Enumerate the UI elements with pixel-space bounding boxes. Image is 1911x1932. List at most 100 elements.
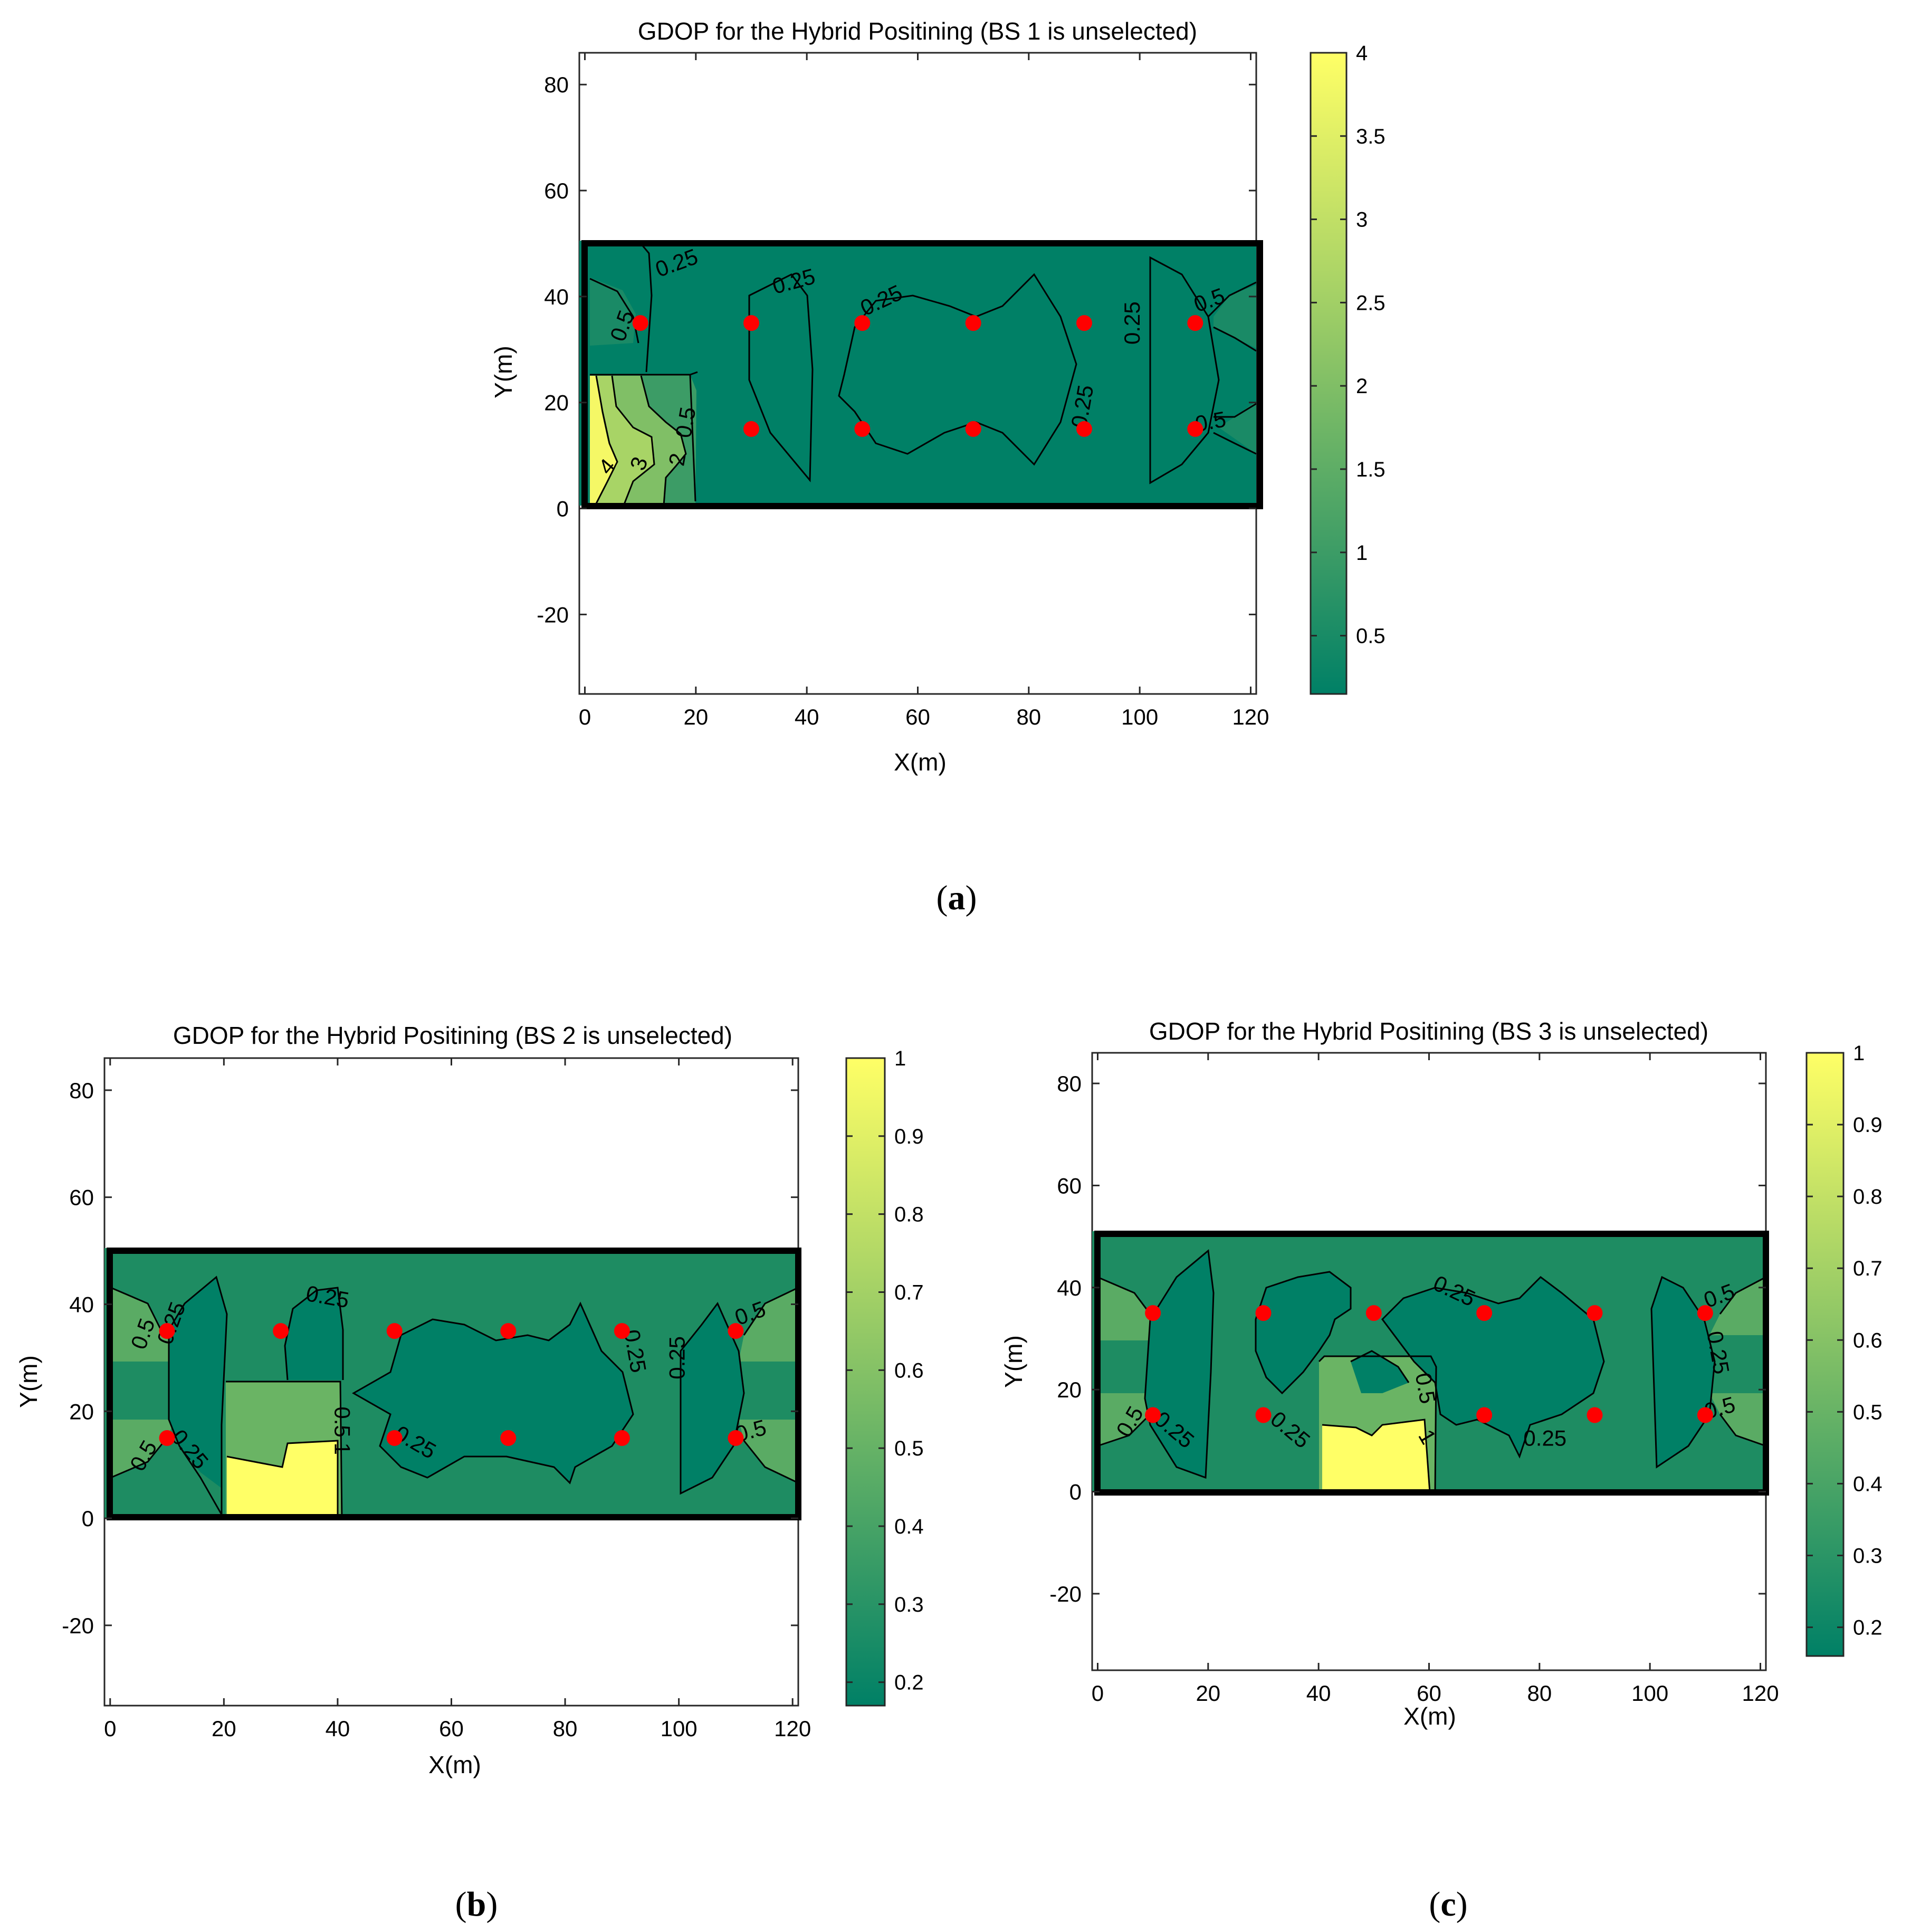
chart-title: GDOP for the Hybrid Positining (BS 2 is … — [173, 1022, 732, 1049]
colorbar-tick-label: 0.5 — [894, 1437, 924, 1460]
region-inner-center — [1382, 1277, 1604, 1457]
contour-lines — [110, 1276, 798, 1518]
colorbar-tick-label: 0.9 — [1853, 1113, 1883, 1137]
region-right-bottom — [1709, 1393, 1766, 1446]
region-left-top — [1097, 1277, 1161, 1340]
colorbar-tick-label: 0.5 — [1853, 1401, 1883, 1424]
base-station-marker — [273, 1323, 289, 1339]
region-inner-left — [1145, 1251, 1214, 1478]
base-station-marker — [614, 1323, 630, 1339]
base-station-marker — [1145, 1305, 1161, 1321]
base-station-marker — [1476, 1407, 1493, 1423]
y-tick-label: 40 — [544, 284, 569, 309]
y-axis-label: Y(m) — [490, 346, 517, 398]
region-border — [1094, 1231, 1769, 1496]
contour-label: 0.5 — [330, 1406, 355, 1437]
colorbar — [1805, 1052, 1845, 1657]
base-station-marker — [1076, 421, 1092, 437]
colorbar-tick-label: 0.6 — [1853, 1329, 1883, 1352]
x-tick-label: 80 — [1527, 1681, 1552, 1706]
colorbar-tick-label: 3.5 — [1356, 125, 1386, 148]
gdop-contour-map — [1092, 1231, 1766, 1492]
y-tick-label: 60 — [69, 1185, 94, 1210]
base-station-marker — [854, 315, 871, 331]
base-station-marker — [1255, 1305, 1272, 1321]
x-tick-label: 40 — [1306, 1681, 1331, 1706]
x-axis: 0 20 40 60 80 100 120 — [104, 1058, 811, 1741]
y-tick-label: 0 — [557, 497, 569, 521]
chart-title: GDOP for the Hybrid Positining (BS 3 is … — [1149, 1017, 1708, 1045]
y-axis: -20 0 20 40 60 80 — [1049, 1071, 1766, 1606]
colorbar-tick-label: 4 — [1356, 42, 1368, 65]
x-tick-label: 40 — [326, 1716, 350, 1741]
x-axis-label: X(m) — [894, 748, 947, 776]
base-station-marker — [1476, 1305, 1493, 1321]
gdop-contour-map — [579, 241, 1256, 506]
colorbar-tick-label: 3 — [1356, 208, 1368, 232]
colorbar — [1310, 52, 1348, 695]
panel-label: (a) — [937, 879, 977, 917]
y-tick-label: 40 — [69, 1292, 94, 1317]
colorbar-tick-label: 0.2 — [894, 1671, 924, 1695]
x-tick-label: 40 — [795, 705, 819, 729]
x-tick-label: 60 — [1417, 1681, 1441, 1706]
x-tick-label: 0 — [1092, 1681, 1104, 1706]
x-tick-label: 80 — [553, 1716, 578, 1741]
region-gdop-1 — [1322, 1420, 1430, 1492]
gdop-contour-map — [104, 1248, 798, 1518]
base-station-markers — [632, 315, 1203, 437]
colorbar-tick-label: 0.5 — [1356, 625, 1386, 648]
region-left-bottom — [111, 1420, 174, 1478]
panel-label: (b) — [455, 1885, 498, 1924]
region-inner-mid — [285, 1288, 343, 1380]
colorbar-tick-label: 0.8 — [1853, 1185, 1883, 1208]
base-station-marker — [1187, 315, 1203, 331]
colorbar-tick-label: 1 — [1853, 1042, 1865, 1065]
base-station-marker — [728, 1323, 744, 1339]
colorbar-ticks: 0.5 1 1.5 2 2.5 3 3.5 4 — [1311, 42, 1386, 648]
colorbar-tick-label: 0.9 — [894, 1125, 924, 1148]
colorbar — [845, 1057, 886, 1707]
corner-region-right-lower — [1219, 401, 1256, 454]
base-station-marker — [1255, 1407, 1272, 1423]
y-axis: -20 0 20 40 60 80 — [537, 72, 1256, 627]
x-tick-label: 100 — [1631, 1681, 1668, 1706]
region-border — [581, 240, 1263, 509]
x-tick-label: 100 — [661, 1716, 697, 1741]
base-station-marker — [743, 315, 760, 331]
base-station-marker — [386, 1323, 403, 1339]
base-station-marker — [614, 1430, 630, 1446]
y-tick-label: -20 — [1049, 1582, 1082, 1606]
contour-label: 0.25 — [1120, 301, 1144, 345]
contour-label: 0.25 — [664, 1336, 689, 1379]
base-station-markers — [1145, 1305, 1713, 1423]
region-left-bottom — [1097, 1393, 1161, 1446]
colorbar-tick-label: 0.6 — [894, 1359, 924, 1382]
y-tick-label: 20 — [69, 1399, 94, 1424]
base-station-marker — [632, 315, 648, 331]
colorbar-tick-label: 0.3 — [894, 1593, 924, 1616]
panel-label: (c) — [1429, 1885, 1467, 1924]
panel-b: GDOP for the Hybrid Positining (BS 2 is … — [15, 1022, 924, 1924]
y-tick-label: 20 — [544, 391, 569, 415]
colorbar-tick-label: 1 — [1356, 541, 1368, 565]
x-tick-label: 20 — [1196, 1681, 1220, 1706]
colorbar-tick-label: 0.4 — [1853, 1472, 1883, 1496]
contour-lines — [589, 241, 1256, 506]
base-station-markers — [159, 1323, 744, 1446]
x-tick-label: 0 — [104, 1716, 116, 1741]
base-station-marker — [500, 1323, 517, 1339]
y-axis-label: Y(m) — [1000, 1335, 1027, 1388]
y-tick-label: 60 — [544, 178, 569, 203]
chart-title: GDOP for the Hybrid Positining (BS 1 is … — [638, 17, 1197, 45]
region-inner-center — [353, 1303, 633, 1483]
x-tick-label: 120 — [1742, 1681, 1779, 1706]
base-station-marker — [500, 1430, 517, 1446]
y-tick-label: -20 — [537, 602, 569, 627]
contour-label: 1 — [330, 1443, 355, 1455]
x-axis: 0 20 40 60 80 100 120 — [579, 53, 1269, 729]
x-tick-label: 120 — [774, 1716, 811, 1741]
base-station-marker — [854, 421, 871, 437]
region-inner-left — [169, 1277, 227, 1488]
base-station-marker — [1587, 1407, 1603, 1423]
